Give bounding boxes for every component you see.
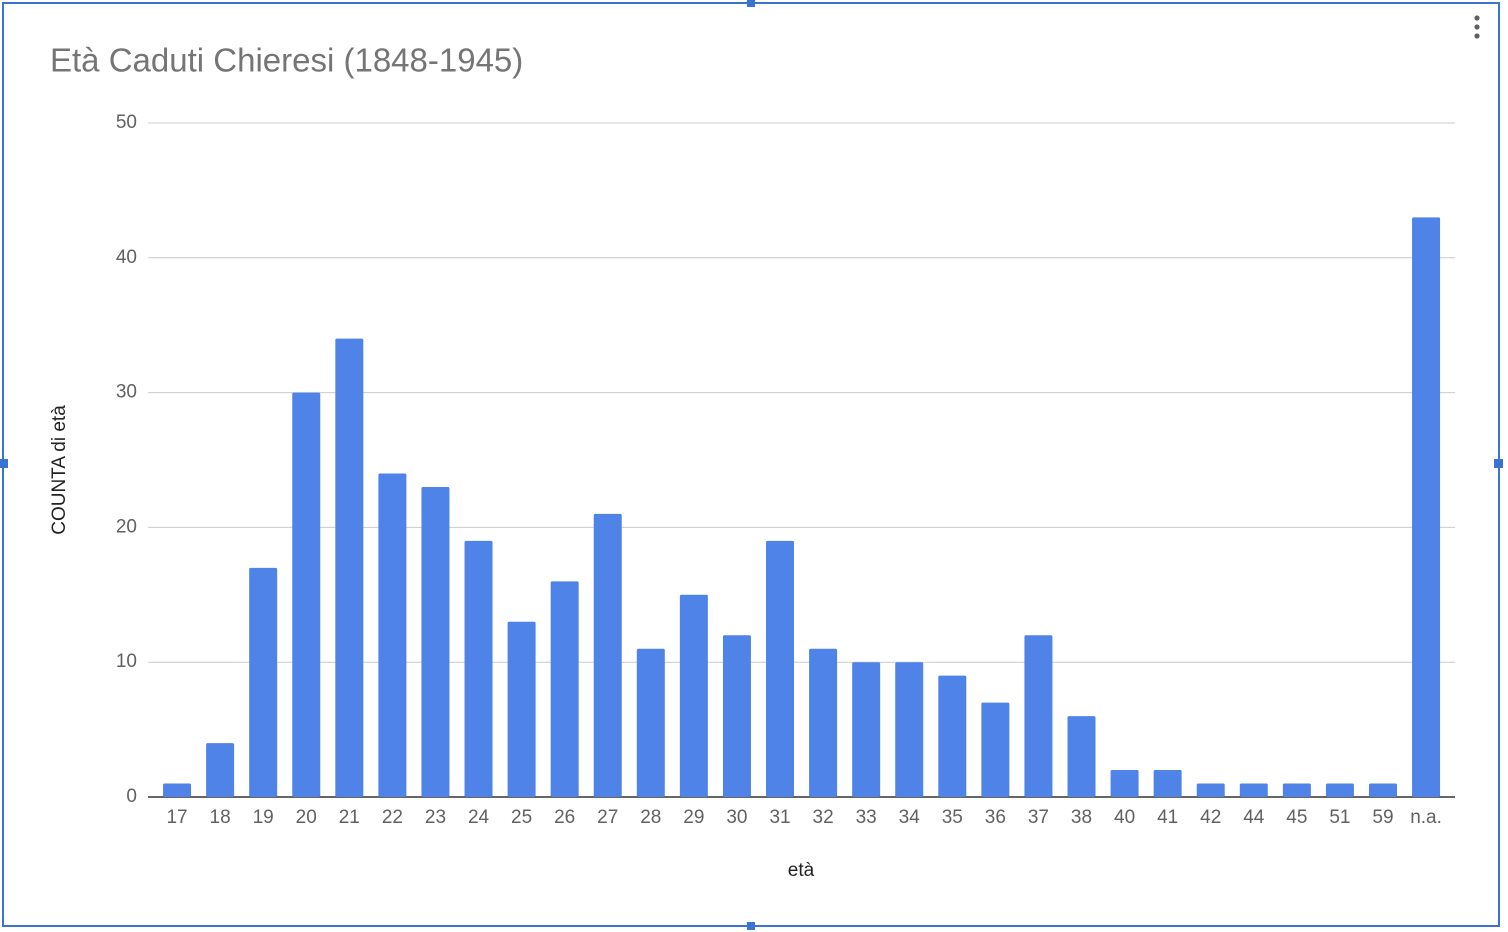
bar	[938, 675, 967, 797]
x-tick-label: 38	[1071, 807, 1092, 828]
bar	[679, 594, 708, 797]
x-tick-label: 31	[769, 807, 790, 828]
x-tick-label: 51	[1329, 807, 1350, 828]
bar	[895, 662, 924, 797]
bar	[1196, 783, 1225, 797]
x-tick-label: 26	[554, 807, 575, 828]
x-tick-label: 24	[468, 807, 490, 828]
chart-title: Età Caduti Chieresi (1848-1945)	[50, 42, 523, 79]
bar	[464, 540, 493, 797]
x-tick-label: 17	[166, 807, 187, 828]
x-tick-label: 32	[813, 807, 834, 828]
bar	[722, 635, 751, 797]
y-axis-label: COUNTA di età	[49, 405, 70, 535]
bar	[1153, 770, 1182, 797]
bar	[852, 662, 881, 797]
x-tick-label: 21	[339, 807, 360, 828]
x-tick-label: 41	[1157, 807, 1178, 828]
bar	[292, 392, 321, 797]
y-tick-label: 40	[116, 247, 137, 268]
bar	[636, 648, 665, 797]
bar	[378, 473, 407, 797]
x-tick-label: 45	[1286, 807, 1307, 828]
bar	[593, 513, 622, 797]
y-tick-label: 20	[116, 516, 137, 537]
bar	[1024, 635, 1053, 797]
bar	[1325, 783, 1354, 797]
x-tick-label: 37	[1028, 807, 1049, 828]
x-tick-label: 22	[382, 807, 403, 828]
bar	[335, 338, 364, 797]
bar	[981, 702, 1010, 797]
bar	[1368, 783, 1397, 797]
y-tick-label: 0	[126, 786, 137, 807]
bar	[809, 648, 838, 797]
x-tick-label: 59	[1372, 807, 1393, 828]
bar	[1282, 783, 1311, 797]
bar	[1239, 783, 1268, 797]
bar	[550, 581, 579, 797]
bar	[507, 621, 536, 797]
bar	[206, 743, 235, 797]
bar	[163, 783, 192, 797]
x-tick-label: 33	[856, 807, 877, 828]
x-tick-label: 28	[640, 807, 661, 828]
x-tick-label: 23	[425, 807, 446, 828]
y-tick-label: 10	[116, 651, 137, 672]
bar	[766, 540, 795, 797]
x-tick-label: 42	[1200, 807, 1221, 828]
x-tick-label: 44	[1243, 807, 1265, 828]
bar	[1067, 716, 1096, 797]
x-tick-label: 35	[942, 807, 963, 828]
x-tick-label: 40	[1114, 807, 1135, 828]
x-tick-label: 27	[597, 807, 618, 828]
x-tick-label: n.a.	[1410, 807, 1442, 828]
x-tick-label: 18	[210, 807, 231, 828]
x-tick-label: 36	[985, 807, 1006, 828]
menu-button[interactable]	[1474, 15, 1480, 39]
y-tick-label: 50	[116, 112, 137, 133]
x-tick-label: 34	[899, 807, 921, 828]
x-axis-label: età	[788, 860, 815, 881]
y-tick-label: 30	[116, 382, 137, 403]
bar	[1412, 217, 1441, 798]
bar	[1110, 770, 1139, 797]
x-tick-label: 25	[511, 807, 532, 828]
x-tick-label: 29	[683, 807, 704, 828]
bar	[421, 486, 450, 797]
bar	[249, 567, 278, 797]
x-tick-label: 20	[296, 807, 317, 828]
x-tick-label: 19	[253, 807, 274, 828]
x-tick-label: 30	[726, 807, 747, 828]
